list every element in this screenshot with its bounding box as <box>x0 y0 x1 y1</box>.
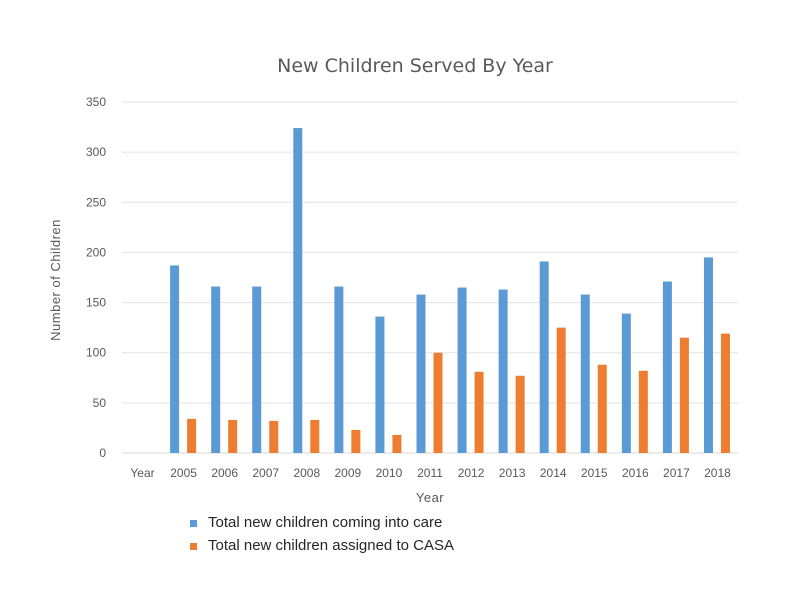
x-axis-label: Year <box>416 490 444 505</box>
bar-care-2012 <box>457 287 467 453</box>
bar-casa-2018 <box>720 333 730 453</box>
bar-care-2013 <box>498 289 508 453</box>
bars <box>170 128 730 453</box>
y-axis-ticks: 0 50 100 150 200 250 300 350 <box>86 95 106 460</box>
bar-casa-2010 <box>392 434 402 453</box>
bar-care-2014 <box>539 261 549 453</box>
bar-casa-2012 <box>474 371 484 453</box>
bar-casa-2011 <box>433 352 443 453</box>
bar-casa-2006 <box>228 419 238 453</box>
bar-care-2007 <box>252 286 262 453</box>
x-tick-label: 2018 <box>704 466 731 480</box>
bar-casa-2014 <box>556 327 566 453</box>
bar-casa-2015 <box>597 364 607 453</box>
y-tick-label: 150 <box>86 296 106 310</box>
bar-care-2005 <box>170 265 180 453</box>
x-tick-label: Year <box>130 466 154 480</box>
bar-casa-2008 <box>310 419 320 453</box>
x-tick-label: 2011 <box>417 466 443 480</box>
x-tick-label: 2015 <box>581 466 608 480</box>
y-tick-label: 0 <box>99 446 106 460</box>
x-axis-ticks: Year 2005 2006 2007 2008 2009 2010 2011 2012 2013… <box>130 466 731 480</box>
legend-entry: Total new children assigned to CASA <box>208 537 454 554</box>
x-tick-label: 2010 <box>376 466 403 480</box>
x-tick-label: 2008 <box>293 466 320 480</box>
y-tick-label: 350 <box>86 95 106 109</box>
legend: Total new children coming into care Total… <box>190 514 454 554</box>
y-tick-label: 250 <box>86 195 106 209</box>
bar-casa-2013 <box>515 375 525 453</box>
bar-care-2016 <box>621 313 631 453</box>
bar-care-2017 <box>662 281 672 453</box>
gridlines <box>122 101 738 454</box>
bar-casa-2017 <box>679 337 689 453</box>
legend-swatch <box>190 520 197 527</box>
bar-care-2011 <box>416 294 426 453</box>
bar-casa-2009 <box>351 429 361 453</box>
bar-casa-2005 <box>187 418 197 453</box>
chart-title: New Children Served By Year <box>277 55 553 77</box>
x-tick-label: 2016 <box>622 466 649 480</box>
x-tick-label: 2009 <box>335 466 362 480</box>
y-tick-label: 200 <box>86 245 106 259</box>
bar-care-2009 <box>334 286 344 453</box>
legend-swatch <box>190 543 197 550</box>
x-tick-label: 2005 <box>170 466 197 480</box>
y-axis-label: Number of Children <box>48 219 63 341</box>
bar-care-2006 <box>211 286 221 453</box>
x-tick-label: 2012 <box>458 466 485 480</box>
x-tick-label: 2014 <box>540 466 567 480</box>
x-tick-label: 2013 <box>499 466 526 480</box>
bar-care-2008 <box>293 128 303 453</box>
y-tick-label: 100 <box>86 346 106 360</box>
x-tick-label: 2017 <box>663 466 690 480</box>
bar-care-2015 <box>580 294 590 453</box>
x-tick-label: 2007 <box>252 466 279 480</box>
x-tick-label: 2006 <box>211 466 238 480</box>
legend-entry: Total new children coming into care <box>208 514 442 531</box>
bar-care-2010 <box>375 316 385 453</box>
bar-care-2018 <box>703 257 713 453</box>
y-tick-label: 50 <box>93 396 107 410</box>
bar-casa-2016 <box>638 370 648 453</box>
bar-casa-2007 <box>269 420 279 453</box>
y-tick-label: 300 <box>86 145 106 159</box>
